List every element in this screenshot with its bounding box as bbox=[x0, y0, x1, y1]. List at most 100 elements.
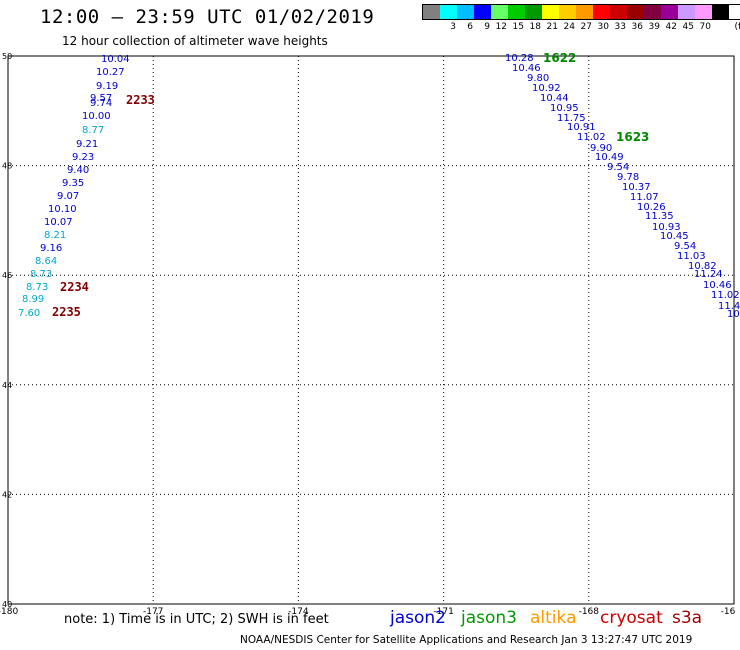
lon-tick-label: -16 bbox=[721, 607, 736, 617]
lat-tick-label: 44 bbox=[2, 381, 12, 390]
legend-swatch bbox=[593, 5, 610, 19]
swh-value-label: 10.45 bbox=[660, 231, 689, 242]
legend-label: 70 bbox=[699, 22, 711, 32]
swh-value-label: 10.44 bbox=[540, 93, 569, 104]
time-label: 1622 bbox=[543, 51, 576, 65]
note-text: note: 1) Time is in UTC; 2) SWH is in fe… bbox=[64, 612, 329, 627]
legend-label: 3 bbox=[450, 22, 456, 32]
lat-tick-label: 50 bbox=[2, 52, 12, 61]
swh-value-label: 9.54 bbox=[674, 241, 696, 252]
swh-value-label: 11.03 bbox=[677, 251, 706, 262]
lon-tick-label: -177 bbox=[143, 607, 163, 617]
legend-label: 21 bbox=[546, 22, 558, 32]
swh-value-label: 9.16 bbox=[40, 243, 62, 254]
swh-value-label: 11.75 bbox=[557, 113, 586, 124]
swh-value-label: 11.02 bbox=[711, 290, 740, 301]
swh-value-label: 9.78 bbox=[617, 172, 639, 183]
legend-swatch bbox=[610, 5, 627, 19]
swh-value-label: 10.91 bbox=[567, 122, 596, 133]
swh-value-label: 11.07 bbox=[630, 192, 659, 203]
swh-value-label: 10.10 bbox=[48, 204, 77, 215]
legend-label bbox=[711, 22, 728, 32]
time-label: 2233 bbox=[126, 93, 155, 107]
legend-label: 36 bbox=[631, 22, 643, 32]
lat-tick-label: 40 bbox=[2, 600, 12, 609]
legend-swatch bbox=[423, 5, 440, 19]
time-label: 2235 bbox=[52, 305, 81, 319]
swh-value-label: 9.40 bbox=[67, 165, 89, 176]
swh-value-label: 10.46 bbox=[703, 280, 732, 291]
satellite-legend-jason3: jason3 bbox=[461, 608, 517, 628]
lat-tick-label: 48 bbox=[2, 162, 12, 171]
legend-label: 18 bbox=[529, 22, 541, 32]
lon-tick-label: -168 bbox=[579, 607, 600, 617]
legend-swatch bbox=[440, 5, 457, 19]
legend-swatch bbox=[678, 5, 695, 19]
swh-value-label: 8.21 bbox=[44, 230, 66, 241]
swh-value-label: 10.04 bbox=[101, 54, 130, 65]
map-frame bbox=[7, 55, 735, 605]
legend-label: 15 bbox=[512, 22, 524, 32]
legend-swatch bbox=[712, 5, 729, 19]
swh-value-label: 10.00 bbox=[82, 111, 111, 122]
swh-value-label: 10.93 bbox=[652, 222, 681, 233]
swh-value-label: 10.82 bbox=[688, 261, 717, 272]
legend-swatch bbox=[661, 5, 678, 19]
legend-unit: (ft) bbox=[734, 22, 740, 32]
swh-value-label: 8.99 bbox=[22, 294, 44, 305]
legend-swatch bbox=[627, 5, 644, 19]
swh-value-label: 9.80 bbox=[527, 73, 549, 84]
legend-label: 45 bbox=[682, 22, 694, 32]
legend-swatch bbox=[491, 5, 508, 19]
legend-swatch bbox=[508, 5, 525, 19]
swh-value-label: 8.77 bbox=[82, 125, 104, 136]
legend-label bbox=[422, 22, 439, 32]
swh-value-label: 10 bbox=[727, 309, 740, 320]
legend-label: 27 bbox=[580, 22, 592, 32]
swh-value-label: 9.90 bbox=[590, 143, 612, 154]
legend-label: 42 bbox=[665, 22, 677, 32]
legend-label: 9 bbox=[484, 22, 490, 32]
footer-credit: NOAA/NESDIS Center for Satellite Applica… bbox=[240, 634, 693, 646]
swh-value-label: 10.07 bbox=[44, 217, 73, 228]
legend-label: 6 bbox=[467, 22, 473, 32]
legend-swatch bbox=[525, 5, 542, 19]
swh-value-label: 10.37 bbox=[622, 182, 651, 193]
lat-tick-label: 42 bbox=[2, 490, 12, 499]
swh-value-label: 8.73 bbox=[26, 282, 48, 293]
legend-swatch bbox=[457, 5, 474, 19]
swh-value-label: 10.28 bbox=[505, 53, 534, 64]
lat-tick-label: 46 bbox=[2, 271, 12, 280]
swh-value-label: 9.21 bbox=[76, 139, 98, 150]
page-title: 12:00 — 23:59 UTC 01/02/2019 bbox=[40, 6, 375, 28]
satellite-legend-s3a: s3a bbox=[672, 608, 703, 628]
swh-value-label: 9.57 bbox=[90, 93, 112, 104]
satellite-legend-jason2: jason2 bbox=[390, 608, 446, 628]
legend-label: 24 bbox=[563, 22, 575, 32]
lon-tick-label: -171 bbox=[433, 607, 453, 617]
swh-value-label: 10.95 bbox=[550, 103, 579, 114]
legend-swatch bbox=[644, 5, 661, 19]
swh-value-label: 9.23 bbox=[72, 152, 94, 163]
swh-value-label: 9.19 bbox=[96, 81, 118, 92]
swh-value-label: 11.4 bbox=[718, 301, 740, 312]
swh-value-label: 9.07 bbox=[57, 191, 79, 202]
swh-value-label: 11.24 bbox=[694, 269, 723, 280]
satellite-legend-cryosat: cryosat bbox=[600, 608, 663, 628]
legend-label: 30 bbox=[597, 22, 609, 32]
legend-swatch bbox=[695, 5, 712, 19]
legend-label: 39 bbox=[648, 22, 660, 32]
swh-value-label: 10.27 bbox=[96, 67, 125, 78]
lon-tick-label: -180 bbox=[0, 607, 18, 617]
swh-value-label: 10.26 bbox=[637, 202, 666, 213]
swh-value-label: 7.60 bbox=[18, 308, 40, 319]
lon-tick-label: -174 bbox=[288, 607, 309, 617]
satellite-legend-altika: altika bbox=[530, 608, 577, 628]
page-subtitle: 12 hour collection of altimeter wave hei… bbox=[62, 34, 328, 48]
legend-swatch bbox=[474, 5, 491, 19]
swh-value-label: 10.46 bbox=[512, 63, 541, 74]
legend-label: 33 bbox=[614, 22, 626, 32]
